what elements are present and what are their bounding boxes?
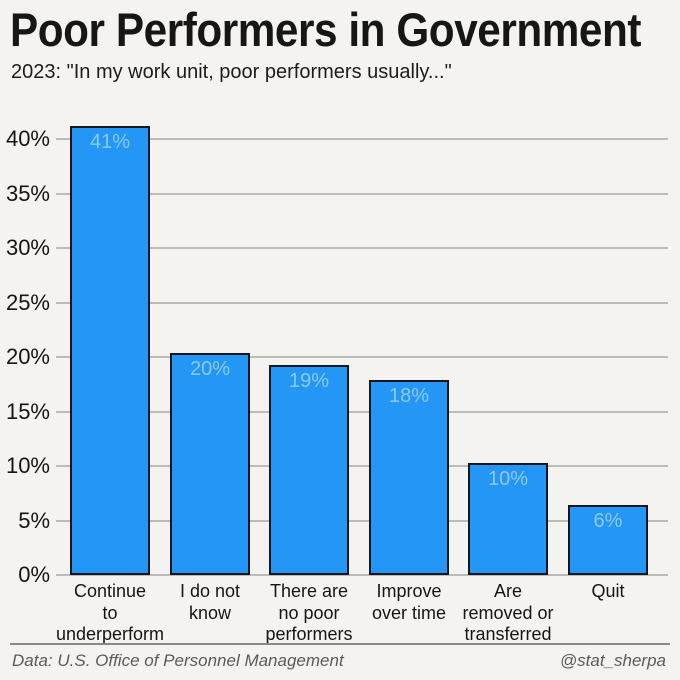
bar-value-label: 18% (388, 385, 430, 407)
footer: Data: U.S. Office of Personnel Managemen… (12, 651, 666, 671)
bar: 6% (568, 505, 648, 575)
bar: 20% (170, 353, 250, 575)
gridline (56, 301, 668, 304)
y-tick-label: 15% (5, 398, 50, 424)
y-tick-label: 40% (5, 126, 50, 151)
y-tick-label: 25% (5, 289, 50, 315)
gridline (56, 356, 668, 358)
bar-value-label: 6% (593, 510, 623, 532)
y-tick-label: 20% (5, 344, 50, 369)
gridline (56, 192, 668, 195)
gridline (56, 465, 668, 467)
gridline (56, 519, 668, 522)
x-tick-label: Continue to underperform (55, 581, 165, 644)
x-tick-label: There are no poor performers (265, 581, 353, 644)
x-axis-baseline (56, 574, 668, 576)
bar-value-label: 20% (189, 358, 231, 380)
bar: 41% (70, 126, 150, 575)
gridline (56, 410, 668, 413)
x-tick-label: Quit (591, 581, 625, 601)
chart-subtitle: 2023: "In my work unit, poor performers … (11, 61, 452, 83)
x-tick-label: Are removed or transferred (462, 581, 554, 644)
bar: 19% (269, 365, 349, 575)
x-tick-label: Improve over time (371, 581, 447, 623)
y-tick-label: 10% (5, 453, 50, 478)
gridline (56, 247, 668, 249)
chart-title: Poor Performers in Government (10, 3, 642, 56)
y-tick-label: 5% (18, 507, 50, 533)
footer-divider (10, 643, 670, 645)
bar-value-label: 10% (487, 468, 529, 490)
author-handle: @stat_sherpa (559, 651, 666, 670)
bar-value-label: 41% (89, 131, 131, 153)
x-tick-label: I do not know (179, 581, 241, 623)
y-tick-label: 0% (18, 562, 50, 587)
gridline (56, 138, 668, 140)
bar-value-label: 19% (288, 370, 330, 392)
source-credit: Data: U.S. Office of Personnel Managemen… (12, 651, 344, 670)
bar: 10% (468, 463, 548, 575)
y-tick-label: 30% (5, 235, 50, 260)
y-tick-label: 35% (5, 180, 50, 206)
bar: 18% (369, 380, 449, 575)
